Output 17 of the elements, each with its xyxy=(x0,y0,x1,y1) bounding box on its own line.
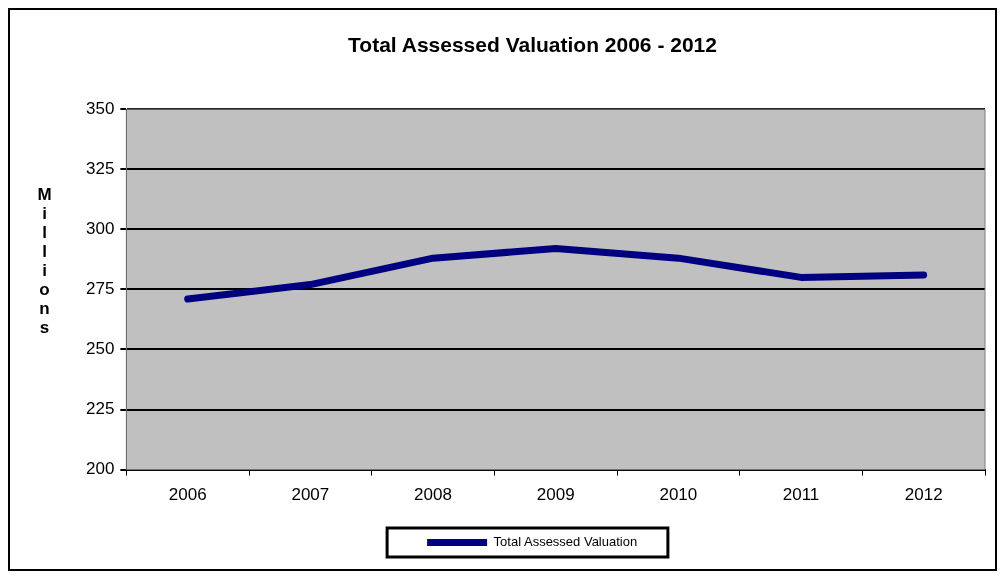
chart-title: Total Assessed Valuation 2006 - 2012 xyxy=(348,33,717,57)
x-tick-label: 2007 xyxy=(291,485,330,505)
y-tick-label: 350 xyxy=(85,98,115,118)
x-tick-label: 2012 xyxy=(904,485,943,505)
x-tick-label: 2009 xyxy=(536,485,575,505)
y-tick-label: 275 xyxy=(85,279,115,299)
legend-label: Total Assessed Valuation xyxy=(493,534,638,550)
x-tick-label: 2006 xyxy=(168,485,207,505)
y-tick-label: 300 xyxy=(85,219,115,239)
y-tick-label: 325 xyxy=(85,158,115,178)
y-tick-label: 250 xyxy=(85,339,115,359)
x-tick-label: 2008 xyxy=(414,485,452,505)
y-tick-label: 225 xyxy=(85,399,115,419)
x-tick-label: 2010 xyxy=(659,485,698,505)
x-tick-label: 2011 xyxy=(782,485,820,505)
y-axis-title: Millions xyxy=(35,185,54,337)
y-tick-label: 200 xyxy=(85,459,115,479)
